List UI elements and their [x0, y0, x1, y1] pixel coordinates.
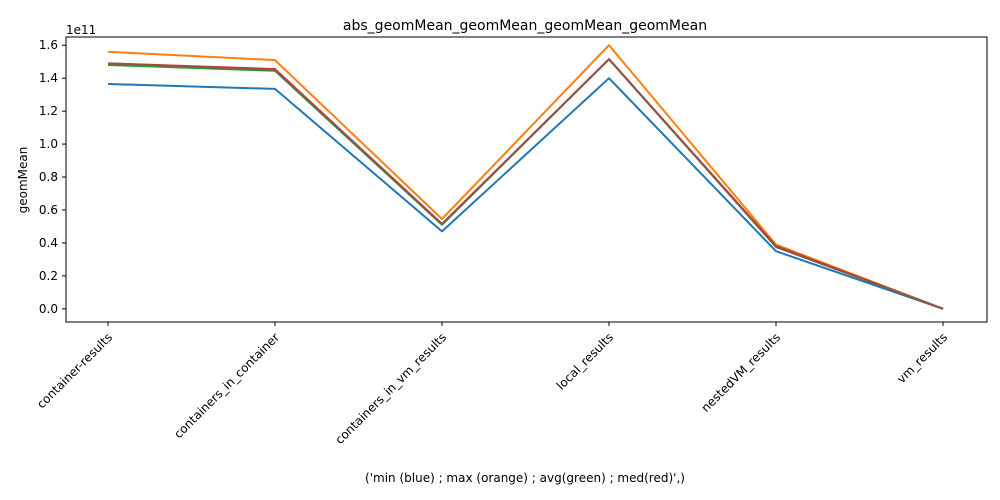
series-line-5 — [107, 58, 944, 310]
y-tick-label: 1.6 — [39, 38, 58, 52]
y-tick-label: 0.0 — [39, 302, 58, 316]
series-line-2 — [107, 44, 944, 310]
chart-title: abs_geomMean_geomMean_geomMean_geomMean — [343, 18, 707, 34]
y-tick-label: 0.6 — [39, 203, 58, 217]
y-axis-offset-label: 1e11 — [66, 23, 96, 37]
plot-lines — [107, 44, 944, 310]
series-line-1 — [107, 77, 944, 310]
y-tick-label: 1.4 — [39, 71, 58, 85]
y-axis-label: geomMean — [16, 147, 30, 214]
x-axis-label: ('min (blue) ; max (orange) ; avg(green)… — [365, 471, 685, 485]
y-tick-label: 0.4 — [39, 236, 58, 250]
y-axis-ticks: 0.0 0.2 0.4 0.6 0.8 1.0 1.2 1.4 1.6 — [39, 38, 66, 316]
y-tick-label: 1.0 — [39, 137, 58, 151]
plot-frame — [65, 36, 988, 323]
y-tick-label: 0.2 — [39, 269, 58, 283]
y-tick-label: 0.8 — [39, 170, 58, 184]
y-tick-label: 1.2 — [39, 104, 58, 118]
